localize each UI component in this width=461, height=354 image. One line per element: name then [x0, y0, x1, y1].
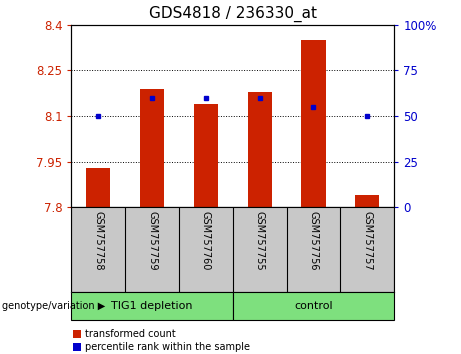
Text: GSM757759: GSM757759 — [147, 211, 157, 271]
Bar — [233, 292, 394, 320]
Text: GSM757760: GSM757760 — [201, 211, 211, 271]
Bar — [86, 167, 111, 207]
Bar — [355, 195, 379, 207]
Text: GSM757757: GSM757757 — [362, 211, 372, 271]
Text: GSM757756: GSM757756 — [308, 211, 319, 271]
Text: genotype/variation ▶: genotype/variation ▶ — [2, 301, 106, 311]
Text: GSM757755: GSM757755 — [254, 211, 265, 271]
Bar — [71, 292, 233, 320]
Text: GSM757758: GSM757758 — [93, 211, 103, 271]
Bar — [140, 88, 164, 207]
Bar — [301, 40, 325, 207]
Bar — [248, 92, 272, 207]
Legend: transformed count, percentile rank within the sample: transformed count, percentile rank withi… — [70, 325, 254, 354]
Title: GDS4818 / 236330_at: GDS4818 / 236330_at — [149, 6, 317, 22]
Text: control: control — [294, 301, 333, 311]
Bar — [194, 104, 218, 207]
Text: TIG1 depletion: TIG1 depletion — [112, 301, 193, 311]
